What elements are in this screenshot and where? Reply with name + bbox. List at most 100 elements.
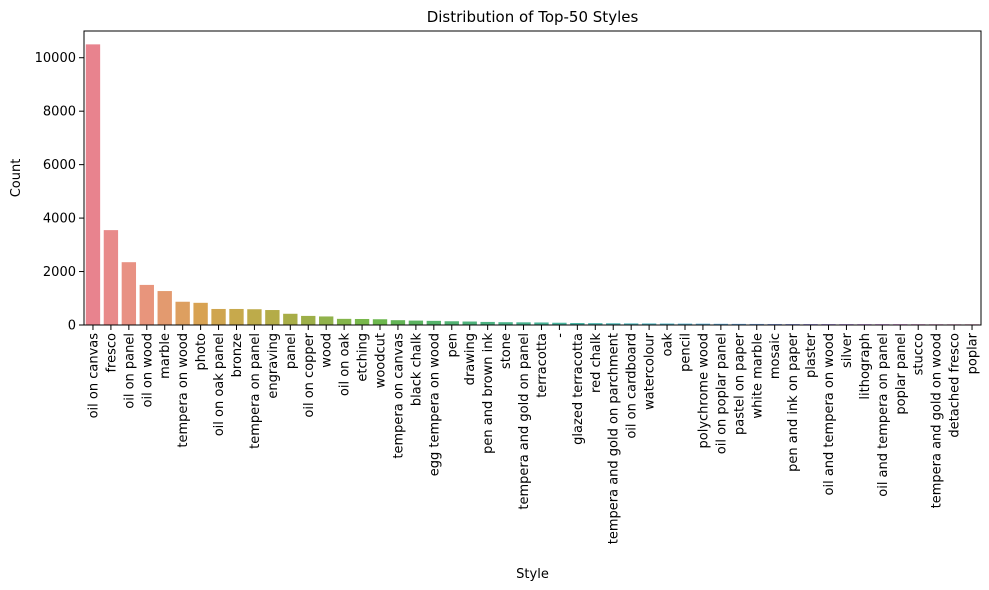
bar-24 xyxy=(516,322,531,325)
x-tick-label-37: white marble xyxy=(750,333,765,419)
bar-34 xyxy=(695,323,711,325)
x-tick-label-15: etching xyxy=(356,333,371,382)
bar-13 xyxy=(319,316,334,325)
x-tick-label-16: woodcut xyxy=(374,333,389,388)
y-tick-label-2: 4000 xyxy=(43,212,76,227)
x-tick-label-24: tempera and gold on panel xyxy=(517,333,532,510)
y-axis-title: Count xyxy=(9,159,24,198)
y-tick-label-5: 10000 xyxy=(35,51,76,66)
x-tick-label-41: oil and tempera on wood xyxy=(822,333,837,495)
x-tick-label-44: oil and tempera on panel xyxy=(876,333,891,497)
bar-20 xyxy=(444,321,459,325)
bar-30 xyxy=(623,323,639,325)
bar-31 xyxy=(641,323,657,325)
bar-32 xyxy=(659,323,675,325)
x-tick-label-9: tempera on panel xyxy=(248,333,263,449)
x-axis-title: Style xyxy=(516,567,549,582)
x-tick-label-13: wood xyxy=(320,333,335,368)
y-tick-label-1: 2000 xyxy=(43,265,76,280)
x-tick-label-0: oil on canvas xyxy=(86,333,101,419)
x-axis: oil on canvas fresco oil on panel oil on wo… xyxy=(86,325,981,544)
bar-7 xyxy=(211,308,226,325)
bar-15 xyxy=(354,318,370,325)
y-tick-label-0: 0 xyxy=(68,319,76,334)
bar-21 xyxy=(462,321,477,325)
x-tick-label-31: watercolour xyxy=(643,332,658,410)
x-tick-label-10: engraving xyxy=(266,333,281,399)
bar-17 xyxy=(390,320,406,325)
chart-title: Distribution of Top-50 Styles xyxy=(427,8,639,26)
bar-1 xyxy=(103,230,119,325)
bar-10 xyxy=(265,310,280,325)
x-tick-label-39: pen and ink on paper xyxy=(786,332,801,472)
bar-5 xyxy=(175,301,190,325)
bar-14 xyxy=(336,318,352,325)
y-tick-label-3: 6000 xyxy=(43,158,76,173)
x-tick-label-20: pen xyxy=(445,333,460,358)
x-tick-label-28: red chalk xyxy=(589,333,604,393)
bar-18 xyxy=(408,320,424,325)
y-tick-label-4: 8000 xyxy=(43,105,76,120)
x-tick-label-30: oil on cardboard xyxy=(625,333,640,439)
x-tick-label-19: egg tempera on wood xyxy=(427,333,442,476)
bar-36 xyxy=(731,323,746,325)
x-tick-label-25: terracotta xyxy=(535,333,550,398)
plot-frame xyxy=(83,30,982,326)
bars xyxy=(85,44,980,325)
bar-11 xyxy=(283,313,298,325)
x-tick-label-48: detached fresco xyxy=(948,333,963,438)
bar-27 xyxy=(570,322,585,325)
x-tick-label-12: oil on copper xyxy=(302,332,317,417)
x-tick-label-11: panel xyxy=(284,333,299,369)
x-tick-label-4: marble xyxy=(158,333,173,379)
bar-12 xyxy=(301,315,316,325)
bar-16 xyxy=(372,319,388,325)
x-tick-label-27: glazed terracotta xyxy=(571,333,586,445)
x-tick-label-40: plaster xyxy=(804,332,819,378)
bar-3 xyxy=(139,284,154,325)
bar-33 xyxy=(677,323,693,325)
bar-2 xyxy=(121,262,137,325)
x-tick-label-35: oil on poplar panel xyxy=(714,333,729,454)
x-tick-label-17: tempera on canvas xyxy=(391,333,406,459)
y-axis: 0 2000 4000 6000 8000 10000 xyxy=(35,51,84,334)
x-tick-label-1: fresco xyxy=(104,333,119,373)
x-tick-label-34: polychrome wood xyxy=(696,333,711,449)
bar-22 xyxy=(480,321,495,325)
x-tick-label-21: drawing xyxy=(463,333,478,385)
x-tick-label-45: poplar panel xyxy=(894,333,909,415)
bar-26 xyxy=(552,322,567,325)
x-tick-label-26: - xyxy=(553,333,568,338)
x-tick-label-38: mosaic xyxy=(768,333,783,379)
bar-8 xyxy=(229,308,244,325)
x-tick-label-18: black chalk xyxy=(409,333,424,407)
x-tick-label-29: tempera and gold on parchment xyxy=(607,333,622,544)
bar-6 xyxy=(193,302,208,325)
x-tick-label-42: silver xyxy=(840,332,855,368)
bar-19 xyxy=(426,320,442,325)
x-tick-label-47: tempera and gold on wood xyxy=(930,333,945,508)
x-tick-label-7: oil on oak panel xyxy=(212,333,227,436)
bar-29 xyxy=(606,323,621,325)
bar-37 xyxy=(749,323,764,325)
x-tick-label-6: photo xyxy=(194,333,209,371)
bar-38 xyxy=(767,323,782,325)
bar-9 xyxy=(247,309,262,325)
x-tick-label-32: oak xyxy=(661,333,676,357)
x-tick-label-33: pencil xyxy=(678,333,693,372)
x-tick-label-2: oil on panel xyxy=(122,333,137,409)
x-tick-label-22: pen and brown ink xyxy=(481,333,496,454)
x-tick-label-43: lithograph xyxy=(858,333,873,400)
bar-0 xyxy=(85,44,101,325)
x-tick-label-5: tempera on wood xyxy=(176,333,191,448)
bar-25 xyxy=(534,322,549,325)
x-tick-label-23: stone xyxy=(499,333,514,369)
bar-4 xyxy=(157,291,172,325)
x-tick-label-46: stucco xyxy=(912,333,927,375)
x-tick-label-3: oil on wood xyxy=(140,333,155,407)
x-tick-label-8: bronze xyxy=(230,333,245,377)
bar-35 xyxy=(713,323,729,325)
x-tick-label-36: pastel on paper xyxy=(732,332,747,435)
